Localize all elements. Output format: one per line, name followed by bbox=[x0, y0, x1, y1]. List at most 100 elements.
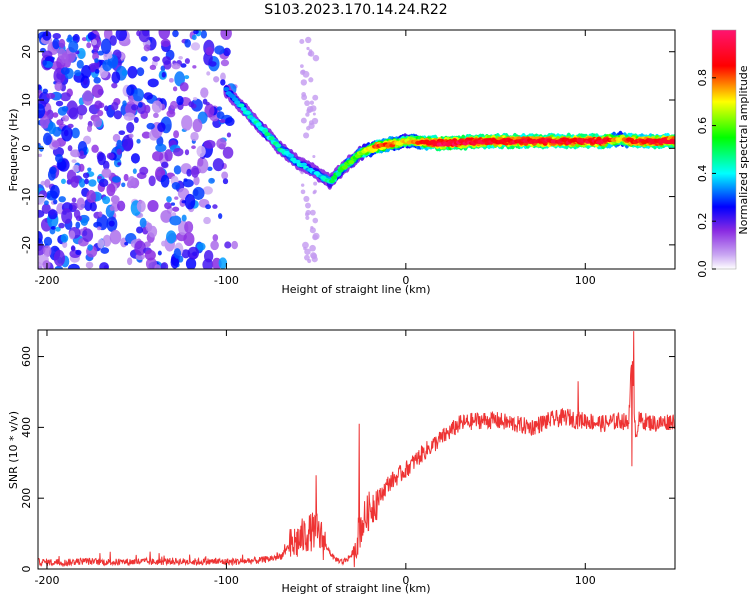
spectrogram-noise-blob bbox=[82, 228, 94, 242]
spectrogram-noise-blob bbox=[71, 127, 80, 139]
spectrogram-noise-blob bbox=[202, 186, 213, 195]
spectrogram-noise-blob bbox=[68, 40, 79, 53]
spectrogram-y-tick-label: -20 bbox=[20, 236, 33, 254]
spectrogram-ridge-cell bbox=[288, 153, 295, 158]
spectrogram-noise-blob bbox=[191, 145, 196, 150]
spectrogram-noise-blob bbox=[200, 87, 209, 98]
spectrogram-noise-blob bbox=[55, 100, 64, 107]
spectrogram-ridge-cell bbox=[341, 165, 348, 170]
spectrogram-noise-blob bbox=[144, 249, 156, 261]
spectrogram-noise-blob bbox=[97, 152, 106, 166]
spectrogram-noise-blob bbox=[179, 82, 189, 92]
spectrogram-noise-blob bbox=[169, 215, 182, 226]
spectrogram-noise-blob bbox=[78, 178, 86, 188]
spectrogram-noise-blob bbox=[143, 44, 151, 52]
spectrogram-noise-blob bbox=[181, 214, 187, 222]
spectrogram-noise-blob bbox=[86, 189, 96, 203]
spectrogram-noise-blob bbox=[111, 176, 122, 183]
spectrogram-noise-blob bbox=[160, 174, 170, 188]
spectrogram-noise-blob bbox=[166, 230, 177, 244]
spectrogram-noise-blob bbox=[111, 101, 119, 111]
spectrogram-noise-blob bbox=[78, 163, 85, 172]
spectrogram-noise-blob bbox=[76, 59, 84, 69]
snr-x-label: Height of straight line (km) bbox=[281, 582, 430, 595]
spectrogram-noise-blob bbox=[161, 240, 167, 247]
spectrogram-noise-blob bbox=[203, 139, 216, 149]
snr-y-tick-label: 0 bbox=[20, 566, 33, 573]
spectrogram-noise-blob bbox=[313, 189, 317, 194]
spectrogram-noise-blob bbox=[106, 152, 115, 160]
colorbar-label: Normalized spectral amplitude bbox=[737, 65, 750, 234]
spectrogram-noise-blob bbox=[168, 77, 174, 83]
spectrogram-noise-blob bbox=[161, 71, 167, 78]
spectrogram-noise-blob bbox=[147, 78, 159, 88]
spectrogram-noise-blob bbox=[166, 196, 172, 203]
spectrogram-noise-blob bbox=[212, 234, 219, 242]
spectrogram-noise-blob bbox=[205, 101, 210, 106]
snr-x-tick-label: 100 bbox=[575, 574, 596, 587]
colorbar-tick-label: 0.6 bbox=[696, 117, 709, 135]
spectrogram-noise-blob bbox=[70, 149, 81, 158]
spectrogram-noise-blob bbox=[94, 58, 99, 63]
spectrogram-noise-blob bbox=[76, 197, 86, 211]
spectrogram-noise-blob bbox=[190, 165, 200, 178]
spectrogram-noise-blob bbox=[133, 116, 139, 124]
spectrogram-noise-blob bbox=[44, 178, 51, 188]
spectrogram-noise-blob bbox=[309, 209, 316, 216]
spectrogram-noise-blob bbox=[304, 202, 311, 209]
spectrogram-noise-blob bbox=[312, 232, 320, 240]
spectrogram-noise-blob bbox=[184, 75, 190, 80]
spectrogram-noise-blob bbox=[122, 138, 134, 151]
spectrogram-noise-blob bbox=[306, 105, 314, 113]
spectrogram-noise-blob bbox=[224, 117, 235, 127]
spectrogram-noise-blob bbox=[116, 148, 122, 155]
spectrogram-noise-blob bbox=[207, 166, 213, 172]
spectrogram-noise-blob bbox=[172, 147, 184, 157]
spectrogram-noise-blob bbox=[174, 71, 185, 87]
spectrogram-noise-blob bbox=[91, 84, 104, 98]
spectrogram-noise-blob bbox=[70, 176, 79, 188]
spectrogram-noise-blob bbox=[196, 145, 206, 158]
spectrogram-noise-blob bbox=[70, 245, 76, 252]
spectrogram-noise-blob bbox=[116, 200, 126, 212]
spectrogram-noise-blob bbox=[157, 250, 162, 256]
spectrogram-noise-blob bbox=[86, 125, 92, 133]
spectrogram-noise-blob bbox=[141, 131, 151, 139]
spectrogram-noise-blob bbox=[300, 183, 305, 187]
spectrogram-noise-blob bbox=[38, 153, 43, 158]
spectrogram-noise-blob bbox=[121, 69, 128, 77]
spectrogram-noise-blob bbox=[43, 200, 49, 206]
snr-y-label: SNR (10 * v/v) bbox=[7, 411, 20, 489]
spectrogram-noise-blob bbox=[97, 238, 105, 249]
spectrogram-noise-blob bbox=[190, 42, 201, 51]
spectrogram-noise-blob bbox=[109, 229, 122, 245]
snr-x-axis: -200 -100 0 100 bbox=[34, 330, 596, 587]
spectrogram-noise-blob bbox=[197, 157, 204, 167]
spectrogram-noise-blob bbox=[171, 63, 181, 70]
spectrogram-noise-blob bbox=[184, 221, 194, 234]
spectrogram-noise-blob bbox=[109, 205, 115, 211]
spectrogram-noise-blob bbox=[173, 248, 182, 259]
spectrogram-noise-blob bbox=[41, 203, 51, 214]
spectrogram-noise-blob bbox=[50, 226, 56, 230]
spectrogram-noise-blob bbox=[109, 35, 117, 46]
spectrogram-noise-blob bbox=[53, 249, 66, 267]
spectrogram-noise-blob bbox=[149, 64, 157, 71]
snr-panel: -200 -100 0 100 0 200 400 600 Height of straig… bbox=[7, 329, 676, 595]
spectrogram-noise-blob bbox=[118, 130, 126, 136]
spectrogram-noise-blob bbox=[186, 168, 192, 177]
spectrogram-x-tick-label: 0 bbox=[402, 274, 409, 287]
spectrogram-noise-blob bbox=[100, 38, 112, 54]
spectrogram-noise-blob bbox=[40, 180, 46, 186]
spectrogram-noise-blob bbox=[185, 257, 197, 269]
spectrogram-noise-blob bbox=[148, 175, 156, 187]
spectrogram-noise-blob bbox=[220, 59, 230, 67]
spectrogram-noise-blob bbox=[164, 202, 172, 210]
spectrogram-noise-blob bbox=[67, 145, 73, 152]
spectrogram-noise-blob bbox=[52, 32, 61, 40]
spectrogram-noise-blob bbox=[128, 94, 134, 102]
spectrogram-noise-blob bbox=[54, 82, 63, 92]
spectrogram-x-axis: -200 -100 0 100 bbox=[34, 30, 596, 287]
spectrogram-noise-blob bbox=[61, 208, 73, 224]
spectrogram-ridge-cell bbox=[232, 97, 239, 102]
